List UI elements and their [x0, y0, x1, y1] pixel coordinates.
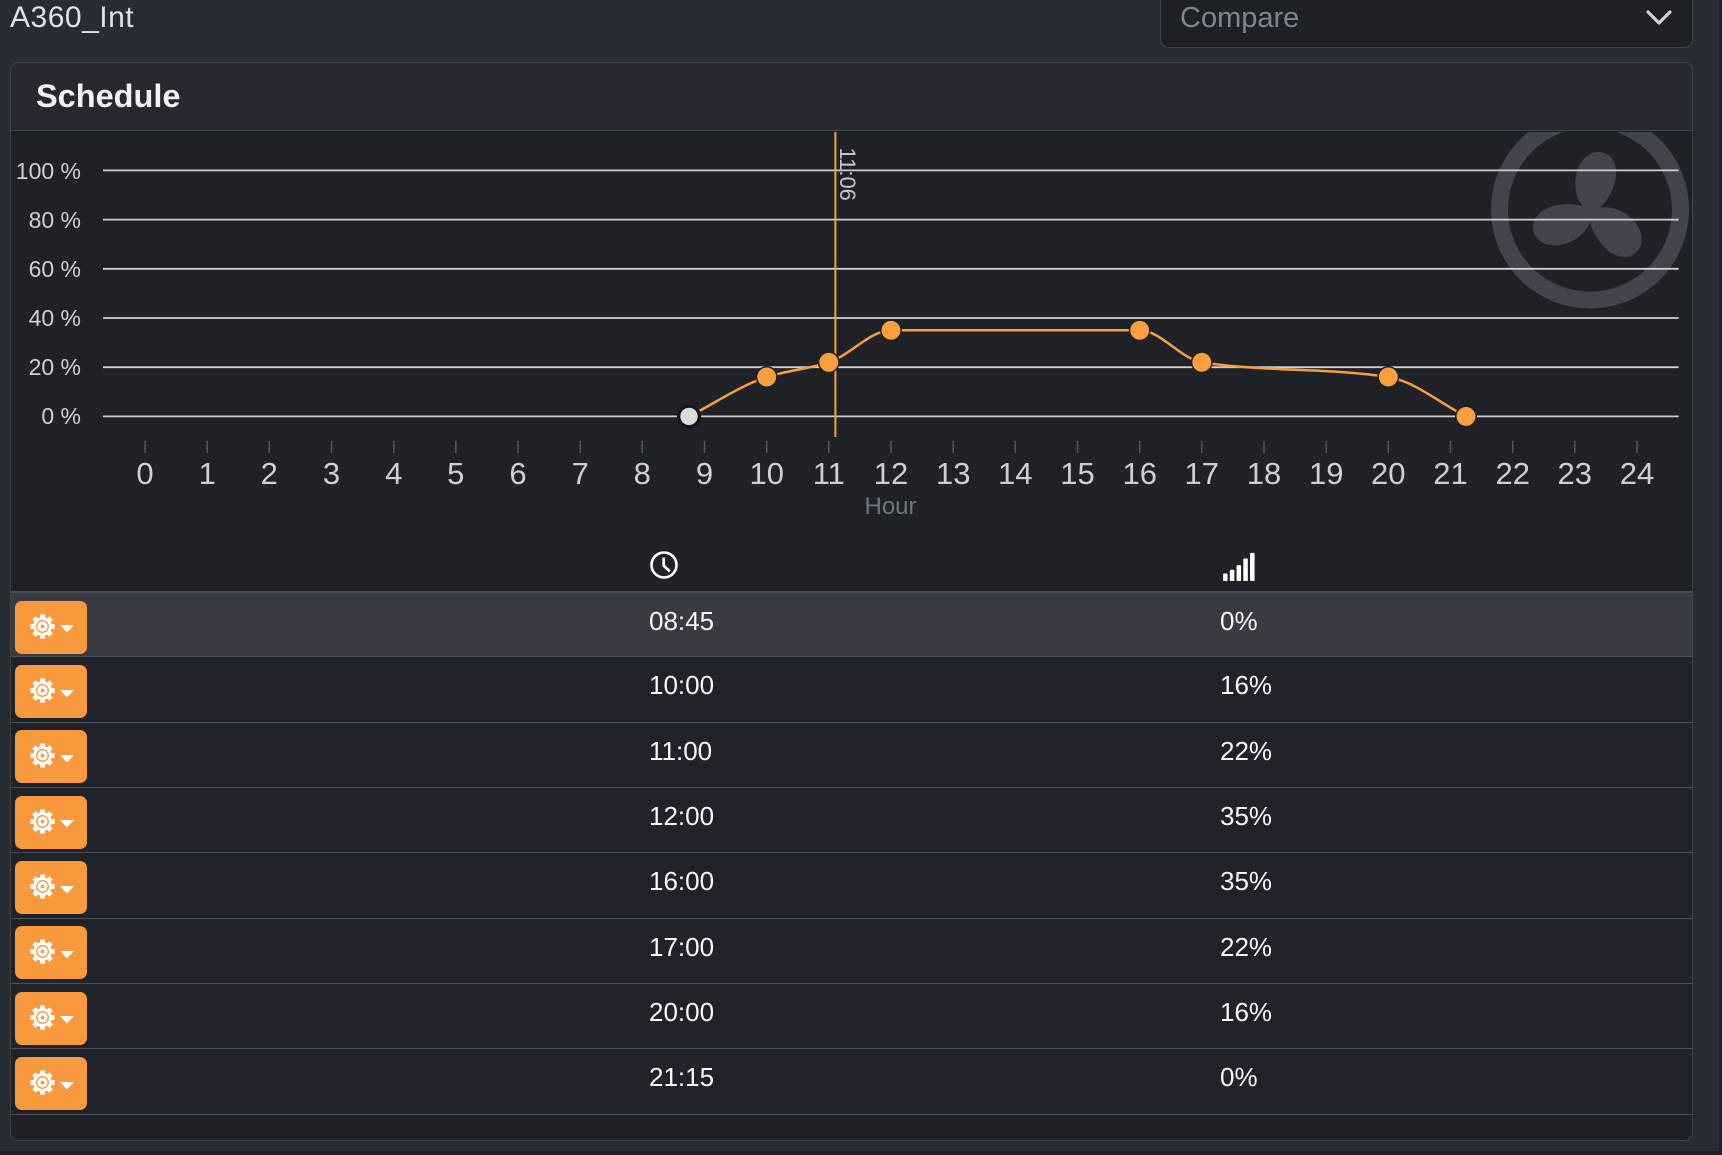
- svg-text:2: 2: [261, 456, 278, 491]
- svg-text:11:06: 11:06: [835, 148, 860, 201]
- svg-text:19: 19: [1309, 456, 1343, 491]
- svg-text:40 %: 40 %: [29, 305, 81, 331]
- svg-text:Hour: Hour: [864, 493, 916, 520]
- svg-text:16: 16: [1122, 456, 1156, 491]
- svg-text:5: 5: [447, 456, 464, 491]
- svg-text:100 %: 100 %: [16, 158, 81, 184]
- svg-text:24: 24: [1620, 456, 1654, 491]
- svg-text:12: 12: [874, 456, 908, 491]
- svg-text:17: 17: [1185, 456, 1219, 491]
- svg-text:22: 22: [1495, 456, 1529, 491]
- svg-text:1: 1: [199, 456, 216, 491]
- svg-text:10: 10: [749, 456, 783, 491]
- svg-text:18: 18: [1247, 456, 1281, 491]
- svg-text:4: 4: [385, 456, 402, 491]
- svg-text:13: 13: [936, 456, 970, 491]
- svg-text:80 %: 80 %: [29, 207, 81, 233]
- svg-text:15: 15: [1060, 456, 1094, 491]
- svg-text:7: 7: [572, 456, 589, 491]
- svg-text:9: 9: [696, 456, 713, 491]
- svg-text:23: 23: [1558, 456, 1592, 491]
- svg-text:8: 8: [634, 456, 651, 491]
- svg-text:14: 14: [998, 456, 1032, 491]
- svg-text:3: 3: [323, 456, 340, 491]
- svg-text:0: 0: [136, 456, 153, 491]
- svg-text:6: 6: [509, 456, 526, 491]
- svg-text:20: 20: [1371, 456, 1405, 491]
- svg-text:0 %: 0 %: [41, 403, 81, 429]
- svg-text:21: 21: [1433, 456, 1467, 491]
- svg-text:60 %: 60 %: [29, 256, 81, 282]
- svg-text:11: 11: [813, 456, 845, 491]
- svg-text:20 %: 20 %: [29, 354, 81, 380]
